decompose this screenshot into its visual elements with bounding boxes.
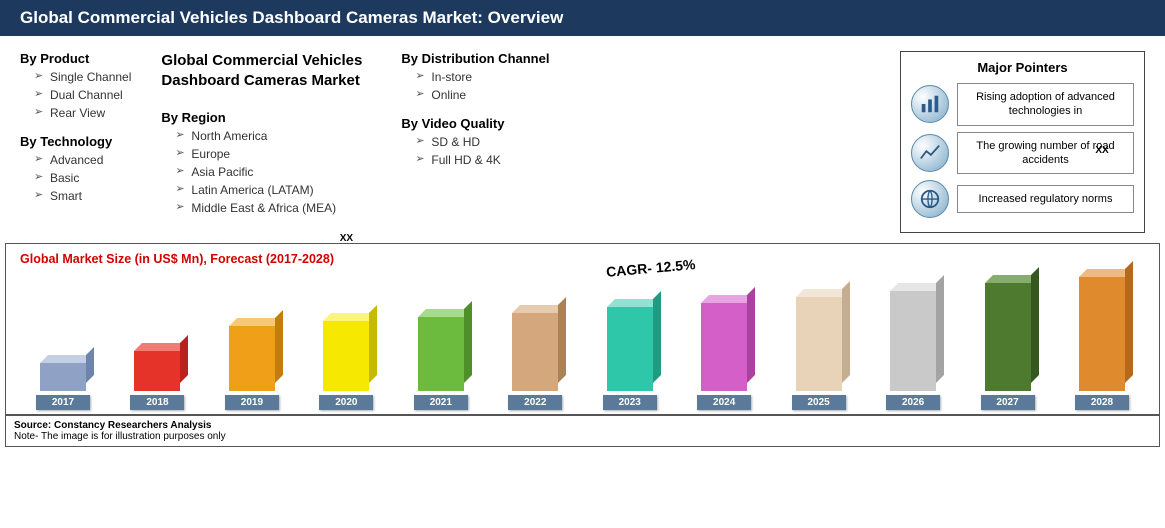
globe-icon (911, 180, 949, 218)
year-label: 2022 (508, 395, 562, 410)
bar-2024: 2024 (689, 303, 759, 410)
year-label: 2025 (792, 395, 846, 410)
bar-2022: 2022 (500, 313, 570, 410)
segment-title: By Region (161, 110, 371, 125)
footer-source: Source: Constancy Researchers Analysis (14, 420, 1151, 431)
bar-2020: XX2020 (311, 321, 381, 410)
segment-title: By Video Quality (401, 116, 549, 131)
chart-container: Global Market Size (in US$ Mn), Forecast… (5, 243, 1160, 415)
list-item: Dual Channel (50, 86, 131, 104)
segment-list-distribution: In-store Online (401, 68, 549, 104)
list-item: Rear View (50, 104, 131, 122)
bar-chart-icon (911, 85, 949, 123)
pointer-text: Increased regulatory norms (957, 185, 1134, 213)
pointer-text: Rising adoption of advanced technologies… (957, 83, 1134, 126)
segment-title: By Distribution Channel (401, 51, 549, 66)
main-section-title: Global Commercial Vehicles Dashboard Cam… (161, 51, 371, 90)
segment-column-3: By Distribution Channel In-store Online … (401, 51, 549, 233)
segment-region: By Region North America Europe Asia Paci… (161, 110, 371, 217)
bar-2027: 2027 (973, 283, 1043, 410)
segment-title: By Technology (20, 134, 131, 149)
bar-value-label: XX (340, 233, 353, 244)
list-item: SD & HD (431, 133, 549, 151)
segment-distribution: By Distribution Channel In-store Online (401, 51, 549, 104)
list-item: Asia Pacific (191, 163, 371, 181)
pointer-row: Increased regulatory norms (911, 180, 1134, 218)
list-item: Single Channel (50, 68, 131, 86)
bar-2028: XX2028 (1067, 277, 1137, 410)
year-label: 2023 (603, 395, 657, 410)
year-label: 2021 (414, 395, 468, 410)
header-title: Global Commercial Vehicles Dashboard Cam… (0, 0, 1165, 36)
list-item: Advanced (50, 151, 131, 169)
year-label: 2028 (1075, 395, 1129, 410)
bar-2018: 2018 (122, 351, 192, 410)
list-item: Middle East & Africa (MEA) (191, 199, 371, 217)
pointer-row: Rising adoption of advanced technologies… (911, 83, 1134, 126)
bar-2017: 2017 (28, 363, 98, 410)
list-item: Smart (50, 187, 131, 205)
segments-container: By Product Single Channel Dual Channel R… (20, 51, 885, 233)
bar-2021: 2021 (406, 317, 476, 410)
bar-2019: 2019 (217, 326, 287, 410)
segment-column-2: Global Commercial Vehicles Dashboard Cam… (161, 51, 371, 233)
segment-column-1: By Product Single Channel Dual Channel R… (20, 51, 131, 233)
year-label: 2027 (981, 395, 1035, 410)
bars-row: 2017 2018 2019 XX2020 2021 2022 2023 2024 2025 20… (20, 270, 1145, 410)
segment-product: By Product Single Channel Dual Channel R… (20, 51, 131, 122)
bar-2025: 2025 (784, 297, 854, 410)
bar-value-label: XX (1095, 145, 1108, 156)
segment-list-product: Single Channel Dual Channel Rear View (20, 68, 131, 122)
segment-video: By Video Quality SD & HD Full HD & 4K (401, 116, 549, 169)
bar-2023: 2023 (595, 307, 665, 410)
content-area: By Product Single Channel Dual Channel R… (0, 36, 1165, 243)
year-label: 2019 (225, 395, 279, 410)
segment-list-video: SD & HD Full HD & 4K (401, 133, 549, 169)
list-item: Basic (50, 169, 131, 187)
year-label: 2026 (886, 395, 940, 410)
year-label: 2018 (130, 395, 184, 410)
bar-2026: 2026 (878, 291, 948, 410)
list-item: In-store (431, 68, 549, 86)
list-item: Europe (191, 145, 371, 163)
footer-box: Source: Constancy Researchers Analysis N… (5, 415, 1160, 447)
list-item: Latin America (LATAM) (191, 181, 371, 199)
segment-title: By Product (20, 51, 131, 66)
list-item: Full HD & 4K (431, 151, 549, 169)
year-label: 2020 (319, 395, 373, 410)
list-item: North America (191, 127, 371, 145)
segment-list-region: North America Europe Asia Pacific Latin … (161, 127, 371, 217)
major-pointers-box: Major Pointers Rising adoption of advanc… (900, 51, 1145, 233)
list-item: Online (431, 86, 549, 104)
segment-list-technology: Advanced Basic Smart (20, 151, 131, 205)
pointers-title: Major Pointers (977, 60, 1067, 75)
year-label: 2017 (36, 395, 90, 410)
chart-title: Global Market Size (in US$ Mn), Forecast… (20, 252, 1145, 266)
year-label: 2024 (697, 395, 751, 410)
footer-note: Note- The image is for illustration purp… (14, 431, 1151, 442)
segment-technology: By Technology Advanced Basic Smart (20, 134, 131, 205)
trend-line-icon (911, 134, 949, 172)
